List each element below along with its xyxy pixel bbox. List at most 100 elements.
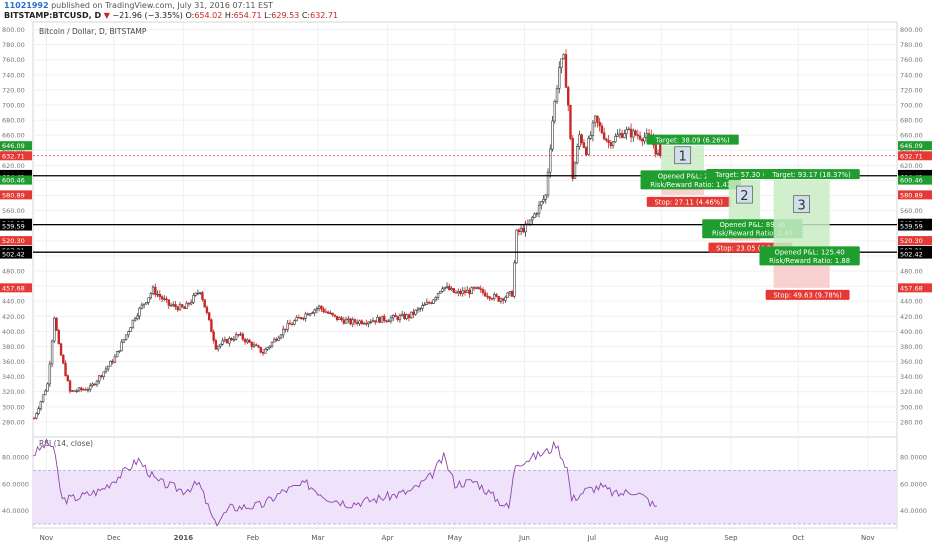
- candle[interactable]: [165, 296, 168, 303]
- candle[interactable]: [232, 336, 236, 342]
- candle[interactable]: [409, 311, 413, 320]
- candle[interactable]: [540, 200, 543, 210]
- candle[interactable]: [344, 316, 348, 324]
- candle[interactable]: [44, 389, 47, 396]
- candle[interactable]: [288, 319, 292, 325]
- candle[interactable]: [106, 365, 110, 372]
- candle[interactable]: [508, 291, 512, 297]
- candle[interactable]: [459, 288, 462, 297]
- candle[interactable]: [91, 382, 94, 388]
- candle[interactable]: [407, 313, 411, 322]
- candle[interactable]: [623, 129, 626, 139]
- candle[interactable]: [205, 305, 209, 315]
- candle[interactable]: [555, 85, 559, 104]
- candle[interactable]: [115, 350, 119, 358]
- candle[interactable]: [632, 128, 635, 142]
- candle[interactable]: [127, 330, 130, 338]
- candle[interactable]: [335, 315, 339, 322]
- candle[interactable]: [32, 416, 36, 420]
- candle[interactable]: [93, 383, 96, 386]
- candle[interactable]: [587, 135, 590, 156]
- candle[interactable]: [273, 337, 276, 343]
- candle[interactable]: [275, 337, 278, 343]
- candle[interactable]: [522, 224, 525, 234]
- candle[interactable]: [53, 316, 56, 344]
- candle[interactable]: [432, 299, 435, 305]
- candle[interactable]: [443, 286, 447, 292]
- candle[interactable]: [394, 312, 397, 318]
- candle[interactable]: [133, 316, 137, 322]
- candle[interactable]: [212, 329, 215, 344]
- candle[interactable]: [537, 201, 541, 218]
- candle[interactable]: [86, 387, 90, 393]
- candle[interactable]: [264, 347, 267, 354]
- candle[interactable]: [64, 360, 67, 377]
- candlestick-series[interactable]: [32, 49, 662, 420]
- candle[interactable]: [214, 338, 218, 351]
- candle[interactable]: [257, 344, 260, 349]
- candle[interactable]: [118, 350, 121, 354]
- candle[interactable]: [385, 319, 388, 323]
- candle[interactable]: [470, 286, 473, 295]
- candle[interactable]: [425, 298, 429, 305]
- candle[interactable]: [497, 295, 500, 303]
- candle[interactable]: [367, 321, 370, 328]
- candle[interactable]: [77, 386, 81, 393]
- candle[interactable]: [654, 144, 657, 158]
- candle[interactable]: [546, 168, 550, 198]
- candle[interactable]: [533, 212, 536, 219]
- candle[interactable]: [614, 133, 617, 143]
- candle[interactable]: [365, 319, 368, 327]
- candle[interactable]: [358, 319, 361, 326]
- candle[interactable]: [172, 301, 175, 308]
- candle[interactable]: [524, 220, 527, 237]
- candle[interactable]: [225, 338, 229, 344]
- candle[interactable]: [506, 292, 509, 298]
- candle[interactable]: [641, 137, 644, 147]
- candle[interactable]: [620, 129, 624, 139]
- candle[interactable]: [576, 143, 579, 165]
- candle[interactable]: [75, 388, 78, 394]
- candle[interactable]: [37, 406, 40, 416]
- candle[interactable]: [477, 286, 480, 290]
- candle[interactable]: [479, 285, 482, 293]
- candle[interactable]: [454, 289, 458, 294]
- candle[interactable]: [472, 286, 476, 292]
- candle[interactable]: [457, 288, 460, 297]
- candle[interactable]: [421, 302, 424, 312]
- candle[interactable]: [584, 146, 588, 157]
- candle[interactable]: [331, 312, 334, 317]
- candle[interactable]: [320, 305, 323, 312]
- candle[interactable]: [234, 332, 238, 341]
- candle[interactable]: [567, 85, 570, 112]
- candle[interactable]: [284, 328, 287, 333]
- candle[interactable]: [89, 383, 92, 392]
- candle[interactable]: [59, 342, 63, 356]
- candle[interactable]: [149, 292, 153, 300]
- candle[interactable]: [535, 212, 539, 218]
- candle[interactable]: [223, 336, 227, 343]
- candle[interactable]: [414, 309, 417, 316]
- candle[interactable]: [154, 283, 157, 298]
- candle[interactable]: [100, 374, 103, 379]
- candle[interactable]: [282, 325, 285, 339]
- candle[interactable]: [299, 316, 303, 320]
- candle[interactable]: [181, 303, 184, 308]
- candle[interactable]: [436, 292, 440, 301]
- candle[interactable]: [84, 387, 87, 391]
- candle[interactable]: [192, 292, 195, 304]
- candle[interactable]: [308, 313, 312, 317]
- long-position-3[interactable]: 3 Target: 93.17 (18.37%) Opened P&L: 125.4…: [759, 169, 860, 300]
- candle[interactable]: [216, 345, 220, 352]
- candle[interactable]: [531, 215, 534, 225]
- candle[interactable]: [605, 137, 608, 143]
- candle[interactable]: [418, 307, 422, 313]
- candle[interactable]: [486, 292, 489, 300]
- candle[interactable]: [569, 104, 572, 141]
- candle[interactable]: [277, 335, 280, 341]
- candle[interactable]: [423, 302, 426, 306]
- candle[interactable]: [259, 346, 262, 354]
- candle[interactable]: [46, 382, 49, 392]
- candle[interactable]: [374, 320, 377, 325]
- candle[interactable]: [591, 119, 595, 142]
